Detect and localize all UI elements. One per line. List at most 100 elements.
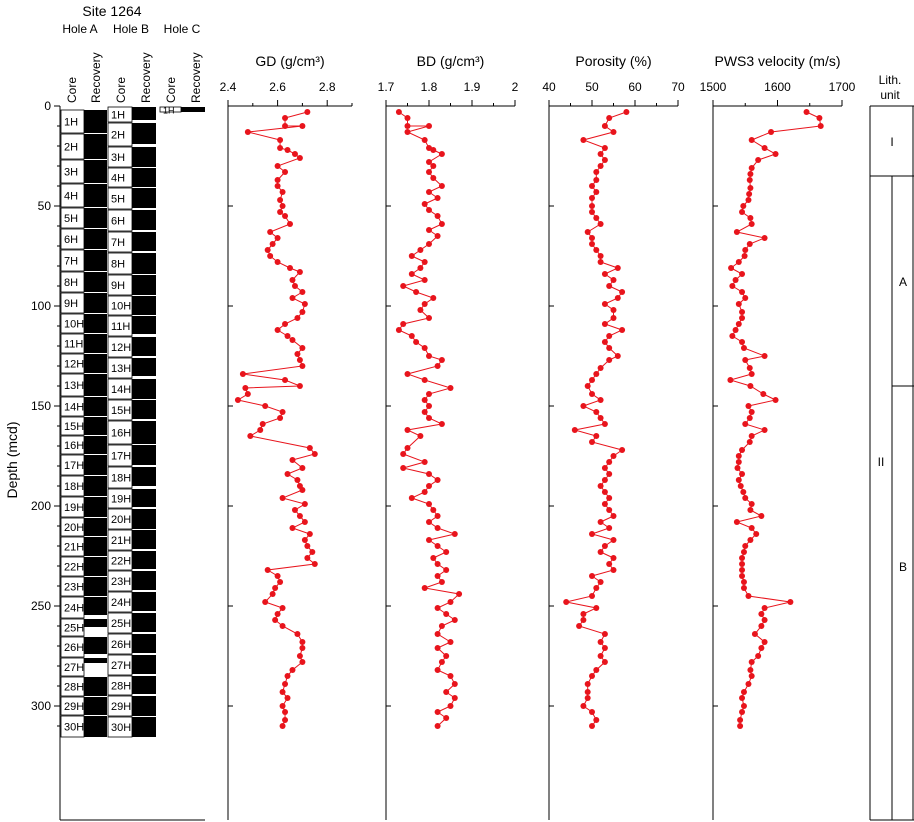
recovery-bar (132, 296, 156, 315)
data-point (443, 689, 450, 695)
data-point (748, 165, 755, 171)
data-point (601, 339, 608, 345)
x-tick-label: 2.4 (220, 80, 237, 94)
recovery-bar (84, 518, 107, 536)
core-hole_b-15H: 15H (107, 399, 156, 421)
data-point (748, 409, 755, 415)
data-point (742, 357, 749, 363)
data-point (747, 215, 754, 221)
data-point (748, 371, 755, 377)
core-hole_a-27H: 27H (60, 657, 107, 677)
data-point (742, 295, 749, 301)
data-point (417, 433, 424, 439)
data-point (584, 689, 591, 695)
data-point (597, 221, 604, 227)
hole-a-recovery-header: Recovery (89, 52, 103, 103)
data-point (593, 177, 600, 183)
recovery-bar (84, 354, 107, 373)
data-point (284, 673, 291, 679)
data-point (735, 259, 742, 265)
data-point (242, 385, 249, 391)
depth-tick-label: 200 (31, 499, 51, 513)
data-point (279, 495, 286, 501)
data-point (737, 483, 744, 489)
core-hole_b-14H: 14H (107, 378, 156, 400)
data-point (282, 709, 289, 715)
data-point (601, 645, 608, 651)
core-label: 3H (111, 152, 125, 164)
data-point (747, 185, 754, 191)
core-label: 11H (111, 321, 130, 333)
chart-panel-3: Porosity (%) 40 50 60 70 (542, 53, 685, 820)
data-point (299, 645, 306, 651)
data-point (421, 459, 428, 465)
data-point (430, 507, 437, 513)
data-point (426, 169, 432, 175)
data-point (413, 289, 420, 295)
recovery-bar (132, 107, 156, 120)
hole-a-core-header: Core (65, 77, 79, 103)
recovery-bar (132, 253, 156, 274)
hole-c-label: Hole C (164, 22, 201, 36)
data-point (761, 235, 768, 241)
data-point (294, 315, 301, 321)
recovery-bar (132, 123, 156, 144)
data-point (589, 709, 595, 715)
data-point (619, 447, 626, 453)
data-point (597, 163, 604, 169)
data-point (601, 271, 608, 277)
core-hole_a-26H: 26H (60, 636, 107, 658)
data-point (746, 241, 753, 247)
data-point (421, 301, 428, 307)
data-point (739, 315, 746, 321)
data-point (729, 333, 736, 339)
core-hole_b-12H: 12H (107, 336, 156, 358)
data-point (421, 345, 428, 351)
data-point (760, 391, 767, 397)
data-point (264, 247, 271, 253)
core-hole_b-1H: 1H (107, 106, 156, 123)
data-point (589, 573, 595, 579)
core-label: 18H (64, 481, 84, 493)
data-point (299, 123, 306, 129)
core-hole_a-4H: 4H (60, 183, 107, 208)
data-point (284, 333, 291, 339)
data-point (610, 315, 617, 321)
data-point (282, 123, 289, 129)
data-point (421, 377, 428, 383)
data-point (758, 623, 765, 629)
data-point (299, 289, 306, 295)
lith-header-line2: unit (880, 88, 900, 102)
data-point (279, 409, 286, 415)
data-point (426, 123, 432, 129)
data-point (597, 397, 604, 403)
recovery-bar (84, 697, 107, 715)
data-point (304, 109, 311, 115)
data-point (274, 573, 281, 579)
data-point (267, 253, 274, 259)
hole-a-label: Hole A (62, 22, 97, 36)
data-point (247, 433, 254, 439)
data-point (747, 383, 754, 389)
data-point (451, 617, 458, 623)
data-point (284, 147, 291, 153)
core-hole_b-19H: 19H (107, 488, 156, 509)
data-point (434, 363, 441, 369)
recovery-bar (84, 436, 107, 454)
data-point (274, 163, 281, 169)
recovery-bar (132, 210, 156, 230)
data-point (443, 567, 450, 573)
data-point (601, 501, 608, 507)
core-hole_a-30H: 30H (60, 715, 107, 738)
data-point (421, 277, 428, 283)
data-point (426, 315, 432, 321)
recovery-bar (84, 397, 107, 416)
data-point (430, 555, 437, 561)
data-point (438, 151, 445, 157)
data-point (434, 513, 441, 519)
recovery-bar (84, 497, 107, 517)
data-point (299, 659, 306, 665)
data-point (735, 321, 742, 327)
data-point (758, 645, 765, 651)
